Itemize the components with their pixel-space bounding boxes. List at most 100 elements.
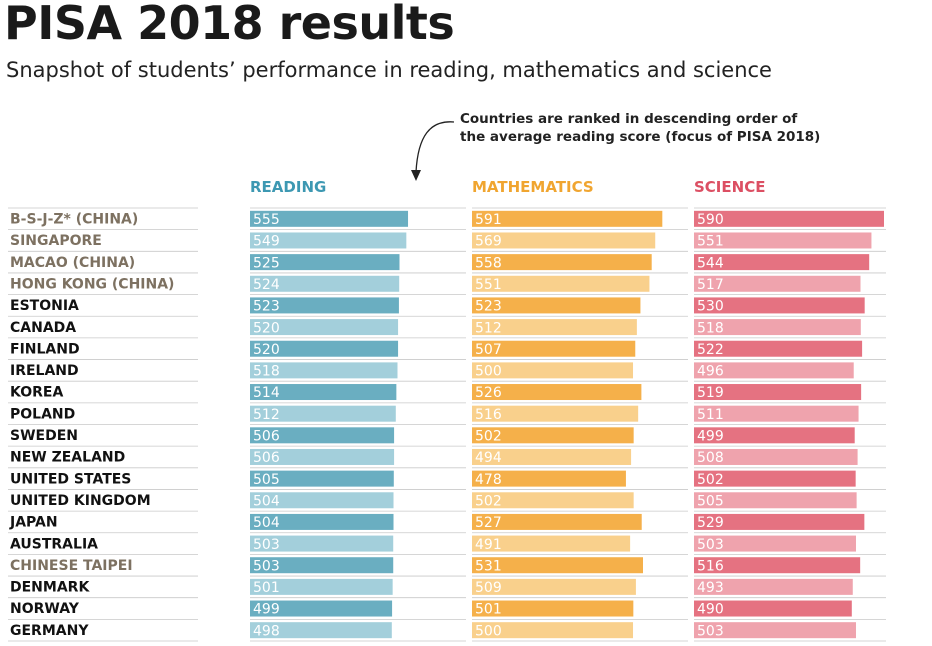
mathematics-bar [472, 405, 639, 422]
mathematics-bar [472, 622, 634, 639]
reading-value-label: 525 [253, 255, 280, 271]
mathematics-value-label: 531 [475, 558, 502, 574]
science-bar [694, 275, 861, 292]
reading-value-label: 514 [253, 385, 280, 401]
reading-value-label: 520 [253, 320, 280, 336]
country-label: UNITED STATES [10, 471, 131, 487]
science-bar [694, 254, 870, 271]
science-value-label: 522 [697, 342, 724, 358]
science-value-label: 590 [697, 212, 724, 228]
science-bar [694, 319, 861, 336]
reading-value-label: 503 [253, 537, 280, 553]
mathematics-value-label: 502 [475, 429, 502, 445]
mathematics-bar [472, 600, 634, 617]
mathematics-value-label: 500 [475, 623, 502, 639]
chart-subtitle: Snapshot of students’ performance in rea… [6, 58, 772, 82]
science-value-label: 490 [697, 602, 724, 618]
country-label: NEW ZEALAND [10, 450, 125, 466]
chart-title: PISA 2018 results [4, 0, 455, 50]
reading-bar [250, 254, 400, 271]
science-value-label: 493 [697, 580, 724, 596]
country-label: MACAO (CHINA) [10, 255, 135, 271]
ranking-note-line-1: Countries are ranked in descending order… [460, 111, 798, 127]
mathematics-bar [472, 340, 636, 357]
science-bar [694, 600, 852, 617]
mathematics-bar [472, 535, 631, 552]
reading-bar [250, 232, 407, 249]
science-bar [694, 622, 856, 639]
mathematics-value-label: 507 [475, 342, 502, 358]
reading-bar [250, 362, 398, 379]
reading-bar [250, 492, 394, 509]
country-label: DENMARK [10, 580, 90, 596]
mathematics-bar [472, 210, 663, 227]
reading-value-label: 549 [253, 234, 280, 250]
science-bar [694, 210, 884, 227]
ranking-note-line-2: the average reading score (focus of PISA… [460, 129, 821, 145]
reading-bar [250, 297, 399, 314]
science-value-label: 508 [697, 450, 724, 466]
science-value-label: 503 [697, 623, 724, 639]
reading-bar [250, 340, 399, 357]
reading-value-label: 555 [253, 212, 280, 228]
mathematics-value-label: 478 [475, 472, 502, 488]
pisa-bar-chart: READING MATHEMATICS SCIENCE B-S-J-Z* (CHINA… [8, 178, 886, 642]
mathematics-bar [472, 557, 643, 574]
reading-bar [250, 513, 394, 530]
mathematics-value-label: 512 [475, 320, 502, 336]
mathematics-value-label: 569 [475, 234, 502, 250]
reading-bar [250, 384, 397, 401]
mathematics-value-label: 509 [475, 580, 502, 596]
mathematics-bar [472, 297, 641, 314]
science-bar [694, 448, 858, 465]
science-bar [694, 492, 857, 509]
science-bar [694, 297, 865, 314]
mathematics-value-label: 551 [475, 277, 502, 293]
science-value-label: 519 [697, 385, 724, 401]
reading-bar [250, 427, 395, 444]
reading-value-label: 505 [253, 472, 280, 488]
mathematics-bar [472, 275, 650, 292]
country-label: ESTONIA [10, 298, 79, 314]
science-bar [694, 384, 862, 401]
reading-bar [250, 319, 399, 336]
mathematics-bar [472, 427, 634, 444]
ranking-note: Countries are ranked in descending order… [460, 110, 820, 146]
science-bar [694, 405, 859, 422]
country-label: CHINESE TAIPEI [10, 558, 133, 574]
reading-bar [250, 622, 392, 639]
country-label: NORWAY [10, 601, 80, 617]
mathematics-bar [472, 470, 626, 487]
science-value-label: 505 [697, 493, 724, 509]
reading-bar [250, 210, 409, 227]
reading-value-label: 501 [253, 580, 280, 596]
reading-bar [250, 405, 396, 422]
mathematics-value-label: 502 [475, 493, 502, 509]
country-label: AUSTRALIA [10, 536, 98, 552]
science-value-label: 511 [697, 407, 724, 423]
reading-value-label: 524 [253, 277, 280, 293]
mathematics-value-label: 523 [475, 299, 502, 315]
science-value-label: 530 [697, 299, 724, 315]
column-header-science: SCIENCE [694, 178, 765, 196]
country-label: IRELAND [10, 363, 79, 379]
mathematics-value-label: 591 [475, 212, 502, 228]
mathematics-bar [472, 319, 637, 336]
science-bar [694, 470, 856, 487]
country-label: POLAND [10, 406, 75, 422]
science-value-label: 529 [697, 515, 724, 531]
mathematics-bar [472, 578, 636, 595]
column-header-mathematics: MATHEMATICS [472, 178, 594, 196]
science-bar [694, 578, 853, 595]
mathematics-value-label: 494 [475, 450, 502, 466]
mathematics-bar [472, 492, 634, 509]
science-value-label: 551 [697, 234, 724, 250]
country-label: SWEDEN [10, 428, 78, 444]
reading-value-label: 506 [253, 450, 280, 466]
mathematics-bar [472, 232, 656, 249]
science-bar [694, 535, 856, 552]
country-label: SINGAPORE [10, 233, 102, 249]
mathematics-value-label: 526 [475, 385, 502, 401]
mathematics-bar [472, 254, 652, 271]
mathematics-value-label: 500 [475, 364, 502, 380]
